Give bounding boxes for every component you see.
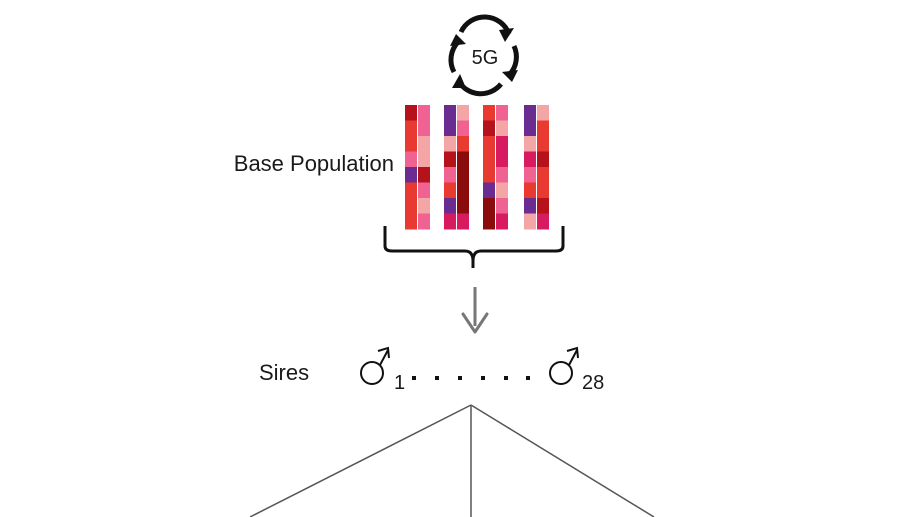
chromosome-segment: [405, 151, 417, 168]
chromosome-segment: [405, 120, 417, 137]
chromosome-segment: [405, 213, 417, 230]
chromosome-segment: [483, 151, 495, 168]
chromosome-segment: [537, 182, 549, 199]
cycle-label: 5G: [472, 47, 499, 69]
chromosome-segment: [457, 105, 469, 121]
chromosome-segment: [537, 136, 549, 152]
sire-first-index: 1: [394, 372, 405, 394]
chromosome-segment: [444, 120, 456, 137]
chromosome-segment: [418, 167, 430, 183]
sires-label: Sires: [259, 360, 309, 385]
chromosome-segment: [444, 182, 456, 199]
chromosome-segment: [444, 105, 456, 121]
chromosome-segment: [405, 182, 417, 199]
sire-last-index: 28: [582, 372, 604, 394]
chromosome-segment: [524, 136, 536, 152]
base-population-label: Base Population: [234, 151, 394, 176]
chromosome-segment: [444, 136, 456, 152]
male-symbol-icon: [549, 346, 579, 385]
chromosome-segment: [483, 198, 495, 214]
chromosome-segment: [457, 120, 469, 137]
chromosome-segment: [418, 198, 430, 214]
chromosome-segment: [524, 151, 536, 168]
chromosome-segment: [496, 105, 508, 121]
chromosome-segment: [483, 167, 495, 183]
chromosome-bar: [444, 105, 456, 230]
chromosome-segment: [444, 198, 456, 214]
chromosome-segment: [537, 167, 549, 183]
chromosome-segment: [524, 167, 536, 183]
grouping-bracket: [383, 226, 565, 268]
chromosome-segment: [483, 136, 495, 152]
chromosome-segment: [444, 151, 456, 168]
chromosome-segment: [537, 213, 549, 230]
chromosome-segment: [457, 198, 469, 214]
chromosome-segment: [418, 120, 430, 137]
chromosome-bar: [418, 105, 430, 230]
chromosome-segment: [524, 182, 536, 199]
chromosome-segment: [496, 182, 508, 199]
chromosome-segment: [537, 151, 549, 168]
chromosome-segment: [496, 198, 508, 214]
chromosome-bar: [537, 105, 549, 230]
chromosome-segment: [418, 182, 430, 199]
chromosome-group: [405, 105, 549, 230]
chromosome-segment: [405, 198, 417, 214]
down-arrow: [461, 287, 489, 334]
chromosome-segment: [457, 167, 469, 183]
chromosome-bar: [405, 105, 417, 230]
chromosome-segment: [524, 213, 536, 230]
chromosome-segment: [418, 213, 430, 230]
mating-branch-lines: [249, 404, 655, 517]
chromosome-segment: [457, 136, 469, 152]
chromosome-bar: [496, 105, 508, 230]
chromosome-bar: [457, 105, 469, 230]
chromosome-segment: [418, 136, 430, 152]
chromosome-segment: [524, 120, 536, 137]
chromosome-segment: [524, 198, 536, 214]
chromosome-segment: [524, 105, 536, 121]
chromosome-segment: [483, 105, 495, 121]
chromosome-segment: [405, 167, 417, 183]
chromosome-segment: [483, 120, 495, 137]
chromosome-segment: [457, 213, 469, 230]
chromosome-segment: [496, 136, 508, 152]
chromosome-segment: [418, 151, 430, 168]
chromosome-segment: [537, 120, 549, 137]
ellipsis-dots: [412, 376, 530, 380]
chromosome-segment: [444, 213, 456, 230]
chromosome-segment: [405, 136, 417, 152]
chromosome-segment: [405, 105, 417, 121]
chromosome-segment: [496, 151, 508, 168]
chromosome-segment: [496, 213, 508, 230]
chromosome-bar: [524, 105, 536, 230]
chromosome-segment: [418, 105, 430, 121]
cycle-arrows-icon: [448, 14, 519, 97]
chromosome-segment: [444, 167, 456, 183]
chromosome-bar: [483, 105, 495, 230]
chromosome-segment: [457, 151, 469, 168]
chromosome-segment: [483, 182, 495, 199]
chromosome-segment: [537, 198, 549, 214]
chromosome-segment: [496, 120, 508, 137]
chromosome-segment: [457, 182, 469, 199]
chromosome-segment: [496, 167, 508, 183]
male-symbol-icon: [360, 346, 390, 385]
chromosome-segment: [483, 213, 495, 230]
chromosome-segment: [537, 105, 549, 121]
